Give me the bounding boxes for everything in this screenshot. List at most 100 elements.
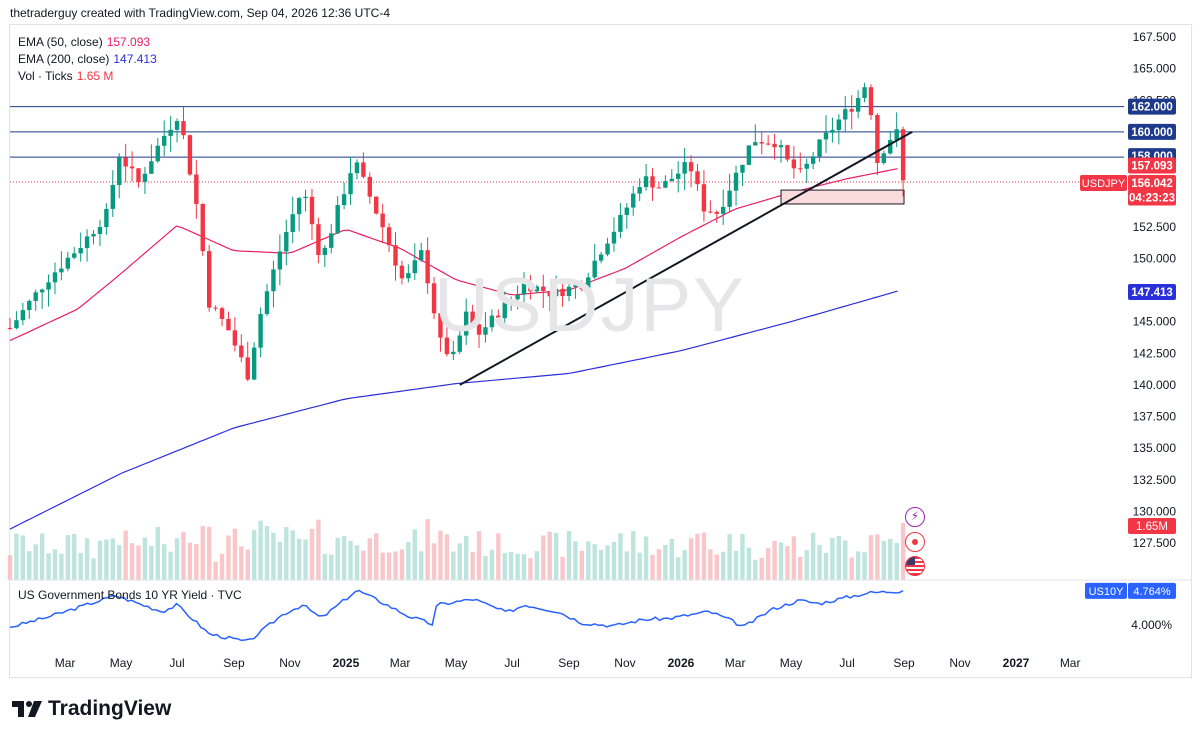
volume-bar bbox=[277, 541, 283, 580]
price-tag-text: 157.093 bbox=[1131, 161, 1173, 173]
candle-body bbox=[579, 284, 585, 290]
candle-body bbox=[213, 307, 218, 309]
volume-bar bbox=[701, 532, 707, 580]
price-tag bbox=[1128, 284, 1176, 300]
chart-header: thetraderguy created with TradingView.co… bbox=[10, 6, 390, 20]
candle-body bbox=[329, 233, 334, 248]
record-icon[interactable] bbox=[905, 532, 925, 552]
us-flag-icon[interactable] bbox=[905, 556, 925, 576]
price-tag-text: 162.000 bbox=[1131, 102, 1173, 114]
trendline bbox=[459, 131, 913, 386]
legend-ema200[interactable]: EMA (200, close) 147.413 bbox=[18, 52, 157, 66]
y-tick-label: 145.000 bbox=[1133, 315, 1177, 329]
candle-body bbox=[219, 308, 225, 319]
volume-bar bbox=[476, 531, 482, 580]
volume-bar bbox=[84, 538, 90, 580]
volume-bar bbox=[264, 526, 270, 580]
volume-bar bbox=[676, 557, 681, 580]
volume-bar bbox=[104, 539, 109, 580]
candle-body bbox=[663, 181, 668, 188]
lightning-icon[interactable]: ⚡ bbox=[905, 507, 925, 527]
candle-body bbox=[772, 143, 777, 148]
candle-body bbox=[592, 260, 597, 278]
candle-body bbox=[72, 253, 77, 258]
candle-body bbox=[804, 163, 809, 169]
candle-body bbox=[496, 315, 501, 319]
volume-bar bbox=[7, 555, 13, 580]
legend-volume[interactable]: Vol · Ticks 1.65 M bbox=[18, 69, 113, 83]
volume-bar bbox=[284, 527, 289, 580]
volume-bar bbox=[200, 526, 205, 580]
x-tick-label: Sep bbox=[558, 656, 580, 670]
candle-body bbox=[650, 176, 655, 188]
y-tick-label: 165.000 bbox=[1133, 62, 1177, 76]
volume-bar bbox=[386, 552, 392, 580]
candle-body bbox=[656, 187, 662, 189]
candle-body bbox=[27, 300, 32, 311]
candle-body bbox=[52, 272, 58, 283]
tradingview-logo[interactable]: TradingView bbox=[12, 697, 171, 721]
candle-body bbox=[618, 215, 623, 232]
legend-vol-label: Vol · Ticks bbox=[18, 69, 73, 83]
volume-bar bbox=[547, 531, 552, 580]
volume-bar bbox=[162, 544, 167, 580]
candle-body bbox=[746, 145, 752, 165]
candle-body bbox=[843, 109, 848, 120]
candle-body bbox=[489, 315, 495, 328]
symbol-tag-text: USDJPY bbox=[1082, 178, 1126, 190]
price-tag-text: 04:23:23 bbox=[1129, 193, 1175, 205]
candle-body bbox=[598, 254, 604, 261]
volume-bar bbox=[149, 545, 154, 580]
symbol-tag bbox=[1080, 175, 1127, 191]
volume-bar bbox=[566, 531, 572, 580]
x-tick-label: 2025 bbox=[333, 656, 360, 670]
volume-bar bbox=[810, 532, 816, 580]
volume-bar bbox=[425, 519, 430, 580]
legend-ema50[interactable]: EMA (50, close) 157.093 bbox=[18, 35, 150, 49]
volume-bar bbox=[457, 543, 462, 580]
candle-body bbox=[682, 162, 687, 174]
volume-bar bbox=[688, 538, 694, 580]
candle-body bbox=[438, 313, 443, 338]
candle-body bbox=[374, 196, 379, 214]
volume-bar bbox=[573, 541, 578, 580]
volume-bar bbox=[194, 543, 199, 580]
price-tag bbox=[1128, 189, 1176, 206]
candle-body bbox=[528, 283, 533, 292]
candle-body bbox=[855, 97, 861, 112]
candle-body bbox=[515, 294, 520, 300]
candle-body bbox=[271, 269, 276, 292]
candle-body bbox=[753, 142, 758, 146]
x-tick-label: Sep bbox=[893, 656, 915, 670]
volume-bar bbox=[303, 539, 308, 580]
volume-bar bbox=[438, 530, 443, 580]
volume-bar bbox=[772, 541, 777, 580]
volume-bar bbox=[862, 552, 867, 580]
volume-bar bbox=[348, 540, 353, 580]
volume-bar bbox=[206, 526, 212, 580]
volume-bar bbox=[374, 533, 379, 580]
candle-body bbox=[380, 213, 385, 228]
candle-body bbox=[425, 250, 430, 284]
candle-body bbox=[7, 327, 13, 329]
x-tick-label: Nov bbox=[614, 656, 635, 670]
legend-bond-yield[interactable]: US Government Bonds 10 YR Yield · TVC bbox=[18, 588, 242, 602]
candle-body bbox=[894, 129, 899, 141]
candlesticks bbox=[7, 82, 906, 382]
candle-body bbox=[823, 132, 829, 140]
volume-bar bbox=[502, 553, 507, 580]
candle-body bbox=[631, 193, 636, 208]
volume-bar bbox=[174, 538, 180, 580]
volume-bar bbox=[226, 535, 231, 580]
volume-bar bbox=[798, 556, 803, 580]
candle-body bbox=[900, 129, 906, 181]
candle-body bbox=[708, 211, 713, 213]
price-tag-text: 160.000 bbox=[1131, 127, 1173, 139]
volume-bar bbox=[830, 537, 835, 580]
candle-body bbox=[251, 347, 257, 380]
volume-bar bbox=[341, 536, 347, 580]
candle-body bbox=[322, 247, 328, 256]
candle-body bbox=[65, 257, 71, 269]
support-zone bbox=[780, 189, 905, 205]
